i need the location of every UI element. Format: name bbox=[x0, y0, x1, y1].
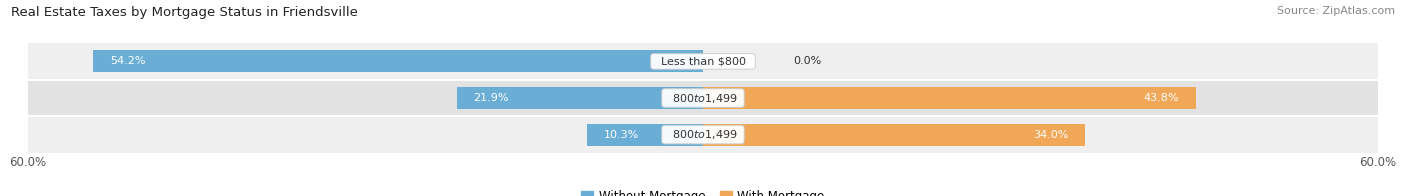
Text: 43.8%: 43.8% bbox=[1143, 93, 1178, 103]
Bar bbox=[703, 124, 1085, 146]
Text: Less than $800: Less than $800 bbox=[654, 56, 752, 66]
Text: $800 to $1,499: $800 to $1,499 bbox=[665, 92, 741, 104]
Bar bbox=[703, 87, 1195, 109]
Bar bbox=[28, 43, 1378, 80]
Text: 21.9%: 21.9% bbox=[474, 93, 509, 103]
Text: 10.3%: 10.3% bbox=[605, 130, 640, 140]
Text: $800 to $1,499: $800 to $1,499 bbox=[665, 128, 741, 141]
Bar bbox=[93, 50, 703, 72]
Text: Real Estate Taxes by Mortgage Status in Friendsville: Real Estate Taxes by Mortgage Status in … bbox=[11, 6, 359, 19]
Bar bbox=[588, 124, 703, 146]
Text: Source: ZipAtlas.com: Source: ZipAtlas.com bbox=[1277, 6, 1395, 16]
Bar bbox=[28, 80, 1378, 116]
Bar bbox=[457, 87, 703, 109]
Bar bbox=[28, 116, 1378, 153]
Text: 54.2%: 54.2% bbox=[110, 56, 146, 66]
Legend: Without Mortgage, With Mortgage: Without Mortgage, With Mortgage bbox=[576, 185, 830, 196]
Text: 0.0%: 0.0% bbox=[793, 56, 821, 66]
Text: 34.0%: 34.0% bbox=[1033, 130, 1069, 140]
